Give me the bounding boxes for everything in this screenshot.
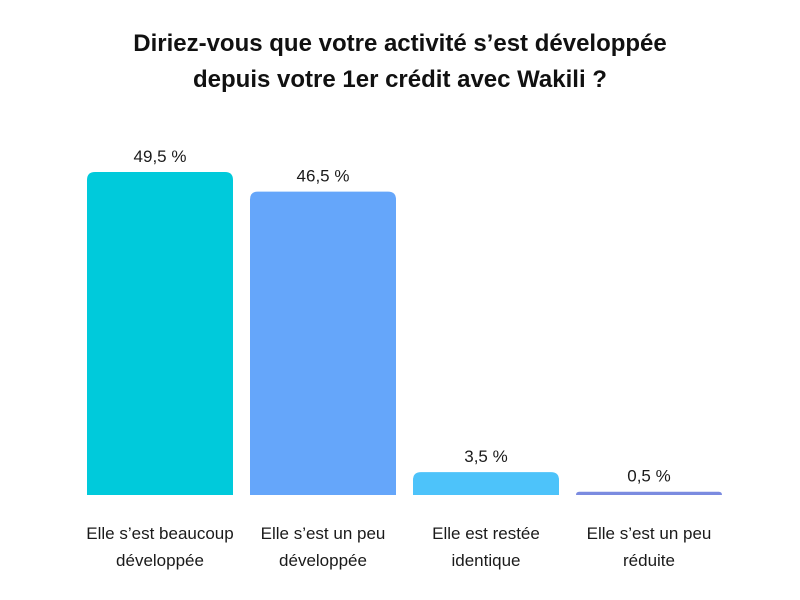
category-label-3-line-2: identique <box>451 551 520 570</box>
chart-title-line-1: Diriez-vous que votre activité s’est dév… <box>133 30 667 57</box>
category-label-3-line-1: Elle est restée <box>432 524 540 543</box>
value-label-3: 3,5 % <box>464 447 507 466</box>
chart-title-line-2: depuis votre 1er crédit avec Wakili ? <box>193 66 607 93</box>
value-label-2: 46,5 % <box>297 167 350 186</box>
category-label-4-line-1: Elle s’est un peu <box>587 524 712 543</box>
bar-3 <box>413 472 559 495</box>
bar-4 <box>576 491 722 495</box>
bar-2 <box>250 191 396 496</box>
bar-1 <box>87 172 233 495</box>
category-label-1-line-1: Elle s’est beaucoup <box>86 524 233 543</box>
category-label-2-line-2: développée <box>279 551 367 570</box>
category-label-2-line-1: Elle s’est un peu <box>261 524 386 543</box>
category-label-1-line-2: développée <box>116 551 204 570</box>
category-label-4-line-2: réduite <box>623 551 675 570</box>
chart-title: Diriez-vous que votre activité s’est dév… <box>0 26 800 98</box>
value-label-1: 49,5 % <box>134 147 187 166</box>
value-label-4: 0,5 % <box>627 467 670 486</box>
